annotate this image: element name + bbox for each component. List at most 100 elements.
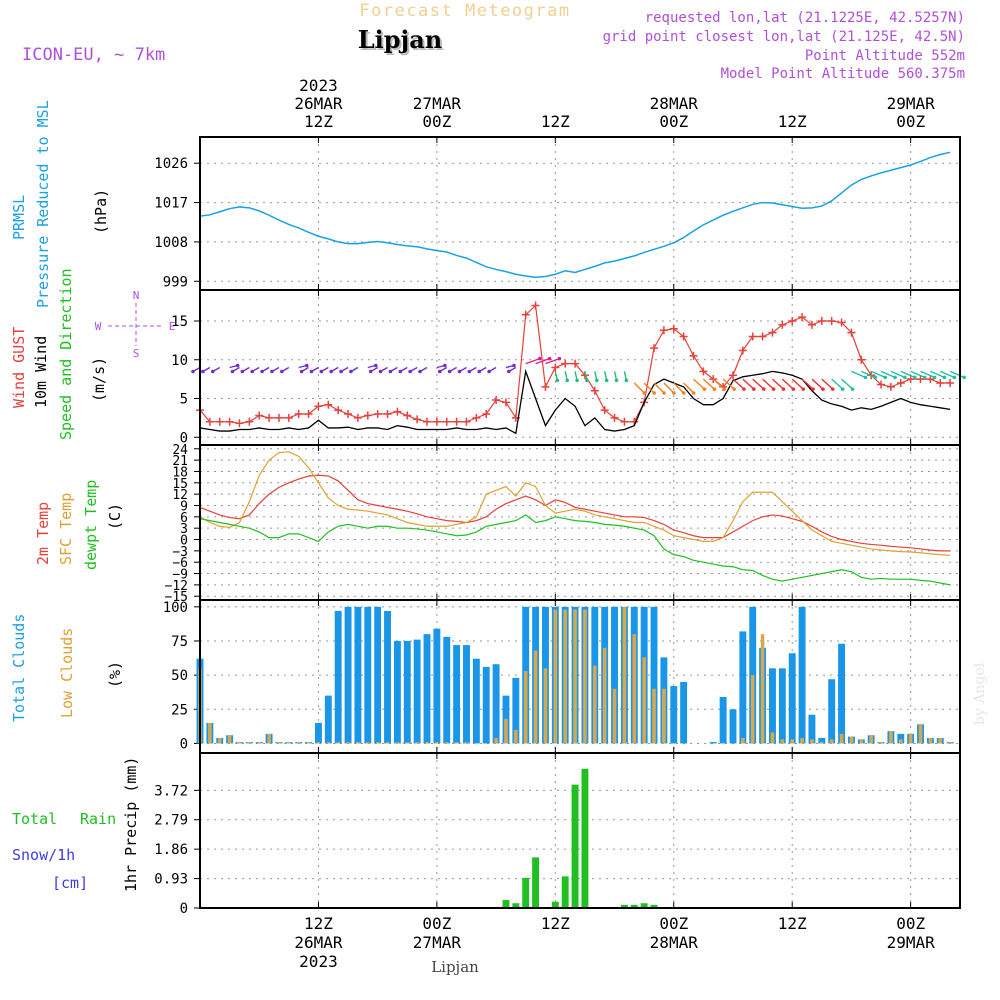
wind-arrow-head: [893, 375, 897, 380]
precip-bar: [650, 904, 658, 908]
temp-unit: (C): [106, 503, 124, 530]
y-tick-label: 10: [171, 353, 188, 369]
precip-total-label: Total: [12, 810, 57, 828]
wind-arrow-head: [831, 387, 835, 391]
wind-labels: Wind GUST 10m Wind Speed and Direction (…: [10, 268, 175, 440]
total-cloud-bar: [393, 640, 401, 744]
wind-direction-arrow: [801, 378, 814, 390]
wind-arrow-head: [575, 378, 579, 383]
total-cloud-bar: [512, 677, 520, 744]
wind-arrow-head: [922, 375, 927, 380]
y-tick-label: 9: [180, 499, 188, 514]
low-cloud-bar: [375, 742, 380, 744]
wind-arrow-head: [604, 378, 609, 383]
low-cloud-bar: [267, 733, 271, 744]
wind-arrow-head: [467, 369, 472, 374]
wind-label: 10m Wind: [32, 336, 50, 408]
total-cloud-bar: [482, 666, 490, 744]
y-tick-label: 3: [180, 522, 188, 537]
gust-marker: [472, 413, 481, 422]
gust-marker: [738, 346, 747, 355]
low-cloud-bar: [543, 668, 548, 744]
gust-marker: [521, 310, 530, 319]
gust-marker: [857, 355, 866, 364]
wind-direction-arrow: [693, 378, 705, 390]
top-hour-label: 12Z: [304, 112, 333, 131]
total-cloud-bar: [729, 709, 737, 744]
low-cloud-bar: [899, 739, 903, 744]
snow-unit: [cm]: [52, 874, 88, 892]
top-hour-label: 12Z: [778, 112, 807, 131]
wind-direction-arrow: [742, 378, 755, 390]
low-cloud-bar: [938, 737, 943, 744]
wind-direction-arrow: [939, 370, 955, 379]
bottom-date-label: 29MAR: [887, 933, 936, 952]
tsfc-label: SFC Temp: [57, 493, 75, 565]
total-cloud-bar: [334, 610, 342, 744]
wind-arrow-head: [691, 391, 696, 395]
wind-direction-arrow: [752, 378, 765, 390]
model-label: ICON-EU, ~ 7km: [22, 45, 165, 65]
wind-arrow-head: [742, 387, 746, 391]
gust-marker: [363, 411, 372, 420]
total-cloud-bar: [443, 636, 451, 744]
top-date-label: 29MAR: [887, 94, 936, 113]
total-cloud-bar: [324, 695, 332, 744]
gust-marker: [788, 317, 797, 325]
temp-labels: 2m Temp SFC Temp dewpt Temp (C): [34, 480, 124, 570]
low-cloud-bar: [612, 688, 617, 744]
gust-marker: [916, 375, 925, 384]
low-cloud-bar: [296, 742, 301, 744]
y-tick-label: 0: [180, 534, 188, 549]
panel-frame: [199, 599, 961, 754]
wind-arrow-head: [437, 369, 442, 374]
wind-arrow-head: [339, 369, 343, 374]
precip-rain-label: Rain: [80, 810, 116, 828]
wind-direction-arrow: [861, 370, 876, 379]
total-cloud-bar: [798, 606, 806, 744]
wind-arrow-head: [771, 387, 776, 391]
low-cloud-bar: [385, 742, 390, 744]
low-cloud-bar: [829, 739, 834, 744]
dewpt-label: dewpt Temp: [82, 480, 100, 570]
y-tick-label: 25: [171, 702, 188, 718]
low-cloud-bar: [800, 737, 804, 744]
bottom-hour-label: 00Z: [422, 914, 451, 933]
wind-direction-arrow: [535, 357, 550, 365]
low-cloud-bar: [928, 737, 933, 744]
top-date-label: 27MAR: [413, 94, 462, 113]
total-cloud-bar: [344, 606, 352, 744]
gust-marker: [679, 332, 688, 341]
low-cloud-bar: [652, 688, 656, 744]
y-tick-label: 999: [163, 274, 188, 290]
wind-arrow-head: [210, 369, 215, 374]
gust-marker: [432, 417, 441, 426]
total-cloud-bar: [650, 606, 658, 744]
low-cloud-bar: [415, 742, 419, 744]
wind-arrow-head: [952, 375, 957, 380]
gust-marker: [304, 410, 313, 418]
low-cloud-bar: [770, 732, 775, 744]
wind-direction-arrow: [841, 378, 854, 390]
gust-label: Wind GUST: [10, 327, 28, 408]
low-cloud-bar: [533, 650, 538, 744]
wind-arrow-head: [932, 375, 937, 380]
low-cloud-bar: [326, 742, 331, 744]
wind-direction-arrow: [920, 370, 935, 379]
gust-marker: [284, 413, 293, 422]
total-cloud-bar: [670, 686, 678, 744]
compass-n: N: [133, 289, 140, 302]
wind-arrow-head: [487, 369, 491, 374]
total-cloud-bar: [709, 742, 717, 744]
gust-marker: [817, 317, 826, 325]
low-cloud-bar: [849, 736, 854, 744]
gust-marker: [255, 411, 264, 420]
gust-marker: [946, 379, 955, 387]
wind-direction-arrow: [722, 378, 735, 390]
total-cloud-bar: [314, 722, 322, 744]
low-cloud-bar: [573, 609, 577, 744]
wind-arrow-head: [547, 356, 552, 361]
gust-marker: [689, 351, 698, 360]
low-cloud-bar: [741, 737, 745, 744]
gust-marker: [847, 328, 856, 337]
